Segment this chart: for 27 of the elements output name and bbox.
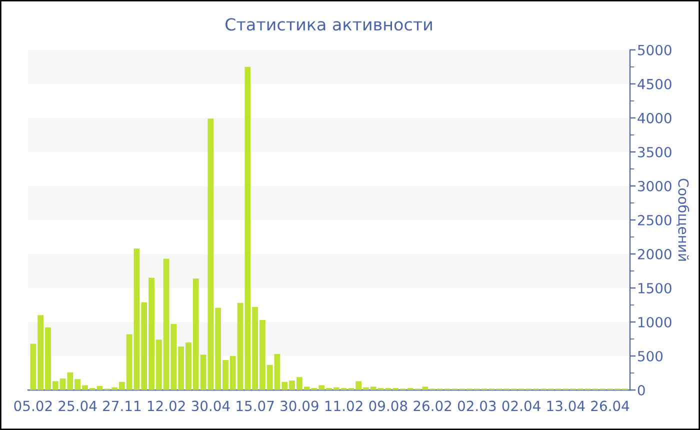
x-tick-label: 27.11 <box>103 400 141 411</box>
x-tick-label: 26.04 <box>591 400 630 412</box>
x-tick-label: 09.08 <box>369 400 408 412</box>
y-tick-label: 0 <box>638 384 645 396</box>
x-tick-label: 15.07 <box>236 400 274 412</box>
x-tick-label: 25.04 <box>58 400 97 412</box>
x-tick-label: 02.03 <box>458 400 496 412</box>
x-tick-label: 26.02 <box>414 400 452 412</box>
x-tick-label: 30.04 <box>192 400 230 412</box>
y-tick-label: 3500 <box>638 146 672 158</box>
x-tick-label: 02.04 <box>502 400 540 412</box>
x-tick-label: 12.02 <box>148 400 185 412</box>
y-tick-label: 2500 <box>638 214 672 226</box>
y-tick-label: 4500 <box>638 78 672 90</box>
x-tick-label: 05.02 <box>14 400 52 412</box>
x-tick-label: 13.04 <box>547 400 585 412</box>
y-tick-label: 3000 <box>638 180 672 192</box>
y-tick-label: 1500 <box>638 282 672 294</box>
y-tick-label: 1000 <box>638 316 672 328</box>
y-axis-title: Сообщений <box>676 178 690 261</box>
y-tick-label: 2000 <box>638 248 672 260</box>
chart-title: Статистика активности <box>226 18 432 31</box>
x-tick-label: 11.02 <box>325 400 362 412</box>
y-tick-label: 500 <box>638 350 663 362</box>
y-tick-label: 5000 <box>638 44 672 56</box>
y-tick-label: 4000 <box>638 112 672 124</box>
x-tick-label: 30.09 <box>280 400 318 412</box>
